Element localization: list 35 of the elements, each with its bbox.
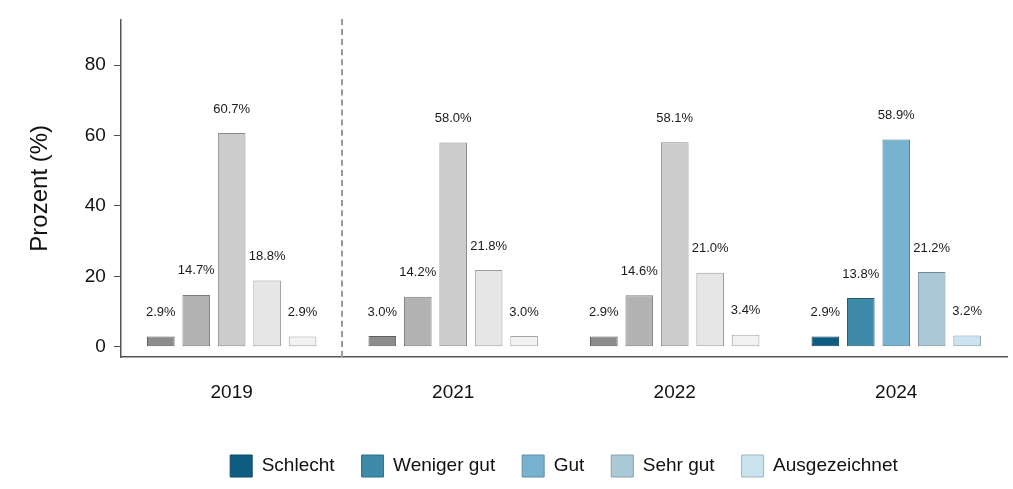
data-label: 58.9% (877, 106, 916, 122)
legend-label: Sehr gut (642, 454, 716, 476)
data-label: 3.2% (952, 302, 983, 318)
data-label: 13.8% (842, 265, 880, 281)
x-tick-label: 2021 (432, 380, 475, 402)
y-tick-label: 20 (84, 264, 106, 286)
legend-label: Gut (553, 454, 585, 476)
y-tick-label: 60 (84, 123, 106, 145)
data-label: 14.6% (620, 262, 659, 278)
y-tick-label: 40 (84, 194, 106, 216)
x-tick-label: 2024 (875, 380, 918, 402)
y-tick-label: 80 (84, 53, 106, 75)
data-label: 21.0% (691, 240, 730, 256)
data-label: 21.2% (913, 239, 951, 255)
legend-label: Weniger gut (393, 454, 496, 476)
data-label: 60.7% (213, 100, 251, 116)
data-label: 14.7% (177, 262, 216, 278)
y-tick-label: 0 (95, 334, 106, 356)
data-label: 3.0% (367, 303, 398, 319)
x-tick-label: 2019 (210, 380, 253, 402)
data-label: 14.2% (399, 264, 437, 280)
x-tick-label: 2022 (653, 380, 696, 402)
data-label: 58.1% (656, 109, 694, 125)
data-label: 3.4% (730, 302, 761, 318)
data-label: 18.8% (248, 248, 286, 264)
data-label: 2.9% (589, 304, 620, 320)
data-label: 2.9% (287, 304, 318, 320)
data-label: 2.9% (145, 304, 177, 320)
data-label: 58.0% (434, 110, 473, 126)
legend-label: Ausgezeichnet (773, 454, 899, 476)
data-label: 2.9% (810, 304, 841, 320)
y-axis-title: Prozent (%) (25, 124, 53, 252)
legend-label: Schlecht (261, 454, 336, 476)
data-label: 3.0% (509, 303, 540, 319)
data-label: 21.8% (470, 237, 508, 253)
